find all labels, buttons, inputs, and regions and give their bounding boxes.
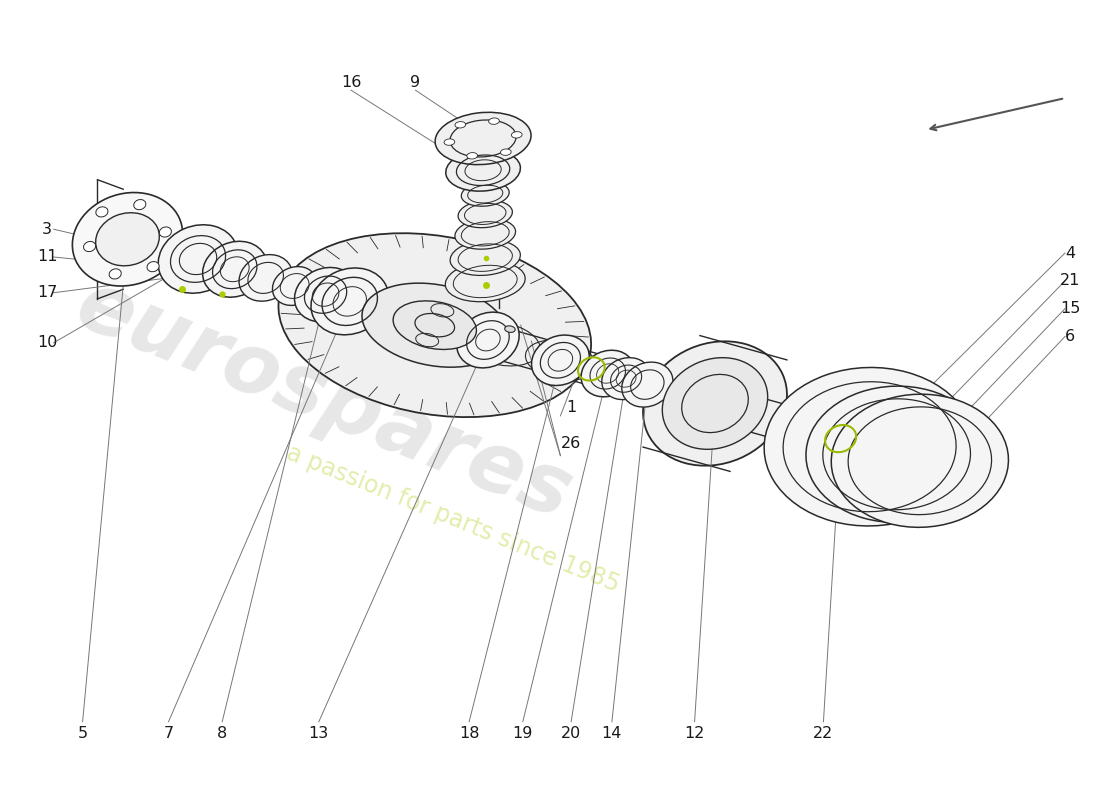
Ellipse shape	[311, 268, 388, 335]
Ellipse shape	[446, 150, 520, 191]
Ellipse shape	[96, 213, 160, 266]
Ellipse shape	[602, 358, 650, 400]
Ellipse shape	[239, 254, 293, 301]
Ellipse shape	[456, 312, 519, 368]
Ellipse shape	[764, 367, 975, 526]
Text: 12: 12	[684, 726, 705, 741]
Ellipse shape	[458, 200, 513, 228]
Text: 18: 18	[459, 726, 480, 741]
Text: 7: 7	[164, 726, 174, 741]
Ellipse shape	[500, 149, 512, 155]
Ellipse shape	[455, 122, 465, 128]
Text: 14: 14	[602, 726, 623, 741]
Ellipse shape	[273, 266, 317, 306]
Text: 16: 16	[341, 74, 361, 90]
Text: 4: 4	[1065, 246, 1076, 261]
Ellipse shape	[581, 350, 635, 397]
Ellipse shape	[295, 267, 356, 322]
Text: 26: 26	[561, 436, 581, 451]
Ellipse shape	[832, 394, 1009, 527]
Text: 1: 1	[566, 401, 576, 415]
Text: 21: 21	[1060, 274, 1080, 288]
Ellipse shape	[806, 386, 988, 522]
Ellipse shape	[84, 242, 96, 251]
Ellipse shape	[160, 227, 172, 237]
Ellipse shape	[450, 240, 520, 275]
Text: eurospares: eurospares	[65, 264, 584, 536]
Ellipse shape	[393, 301, 476, 350]
Text: 8: 8	[217, 726, 228, 741]
Ellipse shape	[505, 326, 515, 333]
Ellipse shape	[621, 362, 673, 407]
Ellipse shape	[109, 269, 121, 279]
Text: 3: 3	[42, 222, 52, 237]
Text: 10: 10	[37, 335, 57, 350]
Text: 15: 15	[1060, 301, 1080, 316]
Ellipse shape	[446, 262, 525, 302]
Ellipse shape	[512, 132, 522, 138]
Text: 20: 20	[561, 726, 581, 741]
Text: 17: 17	[37, 286, 57, 300]
Ellipse shape	[488, 118, 499, 124]
Text: 19: 19	[513, 726, 534, 741]
Text: 13: 13	[309, 726, 329, 741]
Ellipse shape	[158, 225, 238, 294]
Ellipse shape	[96, 207, 108, 217]
Ellipse shape	[436, 112, 531, 165]
Text: 22: 22	[813, 726, 834, 741]
Text: 11: 11	[37, 250, 57, 265]
Ellipse shape	[202, 242, 267, 298]
Ellipse shape	[455, 218, 516, 249]
Text: a passion for parts since 1985: a passion for parts since 1985	[283, 441, 623, 597]
Ellipse shape	[134, 199, 146, 210]
Ellipse shape	[278, 234, 591, 417]
Ellipse shape	[662, 358, 768, 450]
Text: 6: 6	[1065, 329, 1076, 344]
Ellipse shape	[461, 182, 509, 206]
Ellipse shape	[362, 283, 507, 367]
Ellipse shape	[444, 139, 454, 146]
Text: 9: 9	[410, 74, 420, 90]
Ellipse shape	[73, 193, 183, 286]
Text: 5: 5	[78, 726, 88, 741]
Ellipse shape	[644, 342, 786, 466]
Ellipse shape	[147, 262, 160, 272]
Ellipse shape	[466, 153, 477, 159]
Ellipse shape	[531, 335, 590, 386]
